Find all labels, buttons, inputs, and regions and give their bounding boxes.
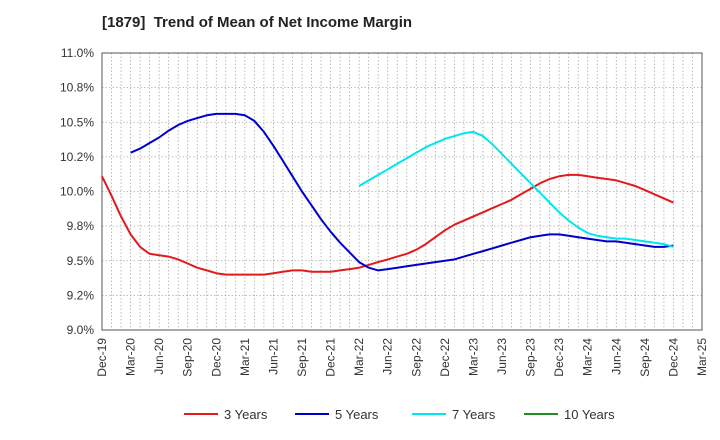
x-tick-label: Dec-19 — [95, 338, 109, 377]
legend-label-7-years: 7 Years — [452, 407, 496, 422]
y-tick-label: 9.2% — [67, 288, 95, 302]
x-tick-label: Mar-23 — [466, 338, 480, 376]
y-axis: 9.0% 9.2% 9.5% 9.8% 10.0% 10.2% 10.5% 10.8% 11.0… — [60, 46, 94, 337]
x-tick-label: Dec-23 — [552, 338, 566, 377]
series-layer — [101, 112, 674, 276]
x-tick-label: Dec-21 — [324, 338, 338, 377]
x-tick-label: Mar-25 — [695, 338, 709, 376]
legend: 3 Years 5 Years 7 Years 10 Years — [184, 407, 615, 422]
y-tick-label: 9.5% — [67, 254, 95, 268]
y-tick-label: 10.0% — [60, 185, 94, 199]
x-tick-label: Sep-20 — [181, 338, 195, 377]
series-line-3-years — [101, 173, 674, 276]
plot-frame — [101, 52, 703, 331]
x-tick-label: Sep-23 — [524, 338, 538, 377]
chart-title: [1879] Trend of Mean of Net Income Margi… — [102, 14, 413, 31]
y-tick-label: 11.0% — [61, 46, 94, 60]
x-tick-label: Jun-22 — [381, 338, 395, 375]
x-tick-label: Sep-22 — [409, 338, 423, 377]
x-tick-label: Jun-23 — [495, 338, 509, 375]
y-tick-label: 10.5% — [60, 115, 94, 129]
x-tick-label: Dec-24 — [666, 338, 680, 377]
x-tick-label: Jun-20 — [152, 338, 166, 375]
legend-label-3-years: 3 Years — [224, 407, 268, 422]
x-tick-label: Sep-21 — [295, 338, 309, 377]
legend-label-10-years: 10 Years — [564, 407, 615, 422]
x-tick-label: Mar-24 — [581, 338, 595, 376]
x-tick-label: Sep-24 — [638, 338, 652, 377]
x-tick-label: Jun-21 — [266, 338, 280, 375]
series-line-5-years — [130, 112, 674, 272]
x-tick-label: Jun-24 — [609, 338, 623, 375]
x-tick-label: Mar-22 — [352, 338, 366, 376]
y-tick-label: 10.8% — [60, 81, 94, 95]
grid-layer — [102, 53, 702, 330]
series-line-7-years — [358, 130, 674, 248]
y-tick-label: 9.8% — [67, 219, 95, 233]
y-tick-label: 10.2% — [60, 150, 94, 164]
x-tick-label: Dec-20 — [209, 338, 223, 377]
x-tick-label: Mar-20 — [124, 338, 138, 376]
legend-label-5-years: 5 Years — [335, 407, 379, 422]
x-tick-label: Dec-22 — [438, 338, 452, 377]
y-tick-label: 9.0% — [67, 323, 95, 337]
x-axis: Dec-19 Mar-20 Jun-20 Sep-20 Dec-20 Mar-21 Jun-… — [95, 338, 709, 377]
x-tick-label: Mar-21 — [238, 338, 252, 376]
